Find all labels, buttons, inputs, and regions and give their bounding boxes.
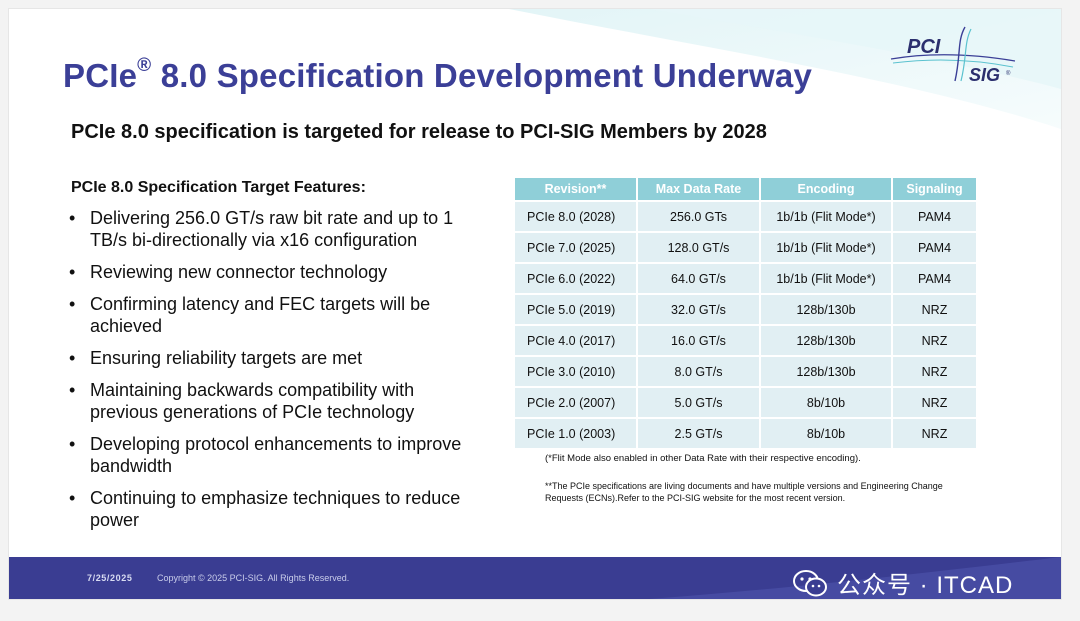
- footer-date: 7/25/2025: [87, 573, 133, 583]
- cell-revision: PCIe 4.0 (2017): [513, 324, 638, 357]
- header-revision: Revision**: [513, 176, 638, 202]
- table-row: PCIe 8.0 (2028) 256.0 GTs 1b/1b (Flit Mo…: [513, 200, 978, 233]
- slide: PCIe® 8.0 Specification Development Unde…: [9, 9, 1061, 599]
- feature-item: • Delivering 256.0 GT/s raw bit rate and …: [65, 207, 485, 251]
- cell-encoding: 8b/10b: [759, 386, 893, 419]
- footer-copyright: Copyright © 2025 PCI-SIG. All Rights Res…: [157, 573, 350, 583]
- cell-data-rate: 5.0 GT/s: [636, 386, 761, 419]
- cell-signaling: NRZ: [891, 386, 978, 419]
- cell-signaling: NRZ: [891, 355, 978, 388]
- slide-title: PCIe® 8.0 Specification Development Unde…: [63, 55, 813, 95]
- bullet-dot: •: [69, 262, 76, 282]
- cell-data-rate: 2.5 GT/s: [636, 417, 761, 450]
- bullet-dot: •: [69, 294, 76, 314]
- cell-data-rate: 256.0 GTs: [636, 200, 761, 233]
- cell-signaling: NRZ: [891, 417, 978, 450]
- watermark-text: 公众号 · ITCAD: [837, 572, 1014, 599]
- table-header-row: Revision** Max Data Rate Encoding Signal…: [513, 176, 978, 202]
- cell-encoding: 8b/10b: [759, 417, 893, 450]
- cell-data-rate: 16.0 GT/s: [636, 324, 761, 357]
- pcie-revision-table: Revision** Max Data Rate Encoding Signal…: [513, 176, 978, 450]
- feature-text: Maintaining backwards compatibility with…: [90, 380, 415, 422]
- logo-pci-text: PCI: [907, 36, 941, 58]
- feature-item: • Developing protocol enhancements to imp…: [65, 433, 485, 477]
- cell-encoding: 1b/1b (Flit Mode*): [759, 200, 893, 233]
- cell-signaling: PAM4: [891, 262, 978, 295]
- bullet-dot: •: [69, 488, 76, 508]
- watermark: 公众号 · ITCAD: [791, 565, 1013, 599]
- table-row: PCIe 3.0 (2010) 8.0 GT/s 128b/130b NRZ: [513, 355, 978, 388]
- cell-data-rate: 64.0 GT/s: [636, 262, 761, 295]
- pci-sig-logo: PCI SIG ®: [890, 26, 1016, 85]
- cell-encoding: 128b/130b: [759, 355, 893, 388]
- cell-encoding: 1b/1b (Flit Mode*): [759, 262, 893, 295]
- logo-sig-text: SIG: [969, 65, 1000, 85]
- feature-text: Continuing to emphasize techniques to re…: [90, 488, 461, 530]
- bullet-dot: •: [69, 380, 76, 400]
- title-registered-mark: ®: [137, 55, 152, 76]
- cell-data-rate: 32.0 GT/s: [636, 293, 761, 326]
- table-row: PCIe 6.0 (2022) 64.0 GT/s 1b/1b (Flit Mo…: [513, 262, 978, 295]
- cell-data-rate: 128.0 GT/s: [636, 231, 761, 264]
- decorative-swoosh: [509, 9, 1061, 129]
- flit-mode-note: (*Flit Mode also enabled in other Data R…: [545, 453, 861, 464]
- title-main: PCIe: [63, 57, 138, 94]
- feature-item: • Continuing to emphasize techniques to r…: [65, 487, 485, 531]
- cell-signaling: PAM4: [891, 231, 978, 264]
- bullet-dot: •: [69, 348, 76, 368]
- cell-revision: PCIe 7.0 (2025): [513, 231, 638, 264]
- bullet-dot: •: [69, 208, 76, 228]
- living-documents-note: **The PCIe specifications are living doc…: [545, 481, 943, 503]
- table-row: PCIe 4.0 (2017) 16.0 GT/s 128b/130b NRZ: [513, 324, 978, 357]
- cell-signaling: PAM4: [891, 200, 978, 233]
- table-row: PCIe 5.0 (2019) 32.0 GT/s 128b/130b NRZ: [513, 293, 978, 326]
- feature-text: Confirming latency and FEC targets will …: [90, 294, 431, 336]
- feature-list: • Delivering 256.0 GT/s raw bit rate and …: [65, 207, 485, 541]
- feature-text: Reviewing new connector technology: [90, 262, 388, 282]
- footer-band: [9, 557, 1061, 599]
- table-row: PCIe 7.0 (2025) 128.0 GT/s 1b/1b (Flit M…: [513, 231, 978, 264]
- header-encoding: Encoding: [759, 176, 893, 202]
- cell-revision: PCIe 3.0 (2010): [513, 355, 638, 388]
- feature-text: Developing protocol enhancements to impr…: [90, 434, 462, 476]
- cell-revision: PCIe 6.0 (2022): [513, 262, 638, 295]
- feature-item: • Confirming latency and FEC targets will…: [65, 293, 485, 337]
- header-max-data-rate: Max Data Rate: [636, 176, 761, 202]
- cell-revision: PCIe 5.0 (2019): [513, 293, 638, 326]
- cell-encoding: 1b/1b (Flit Mode*): [759, 231, 893, 264]
- slide-subtitle: PCIe 8.0 specification is targeted for r…: [71, 121, 767, 143]
- cell-encoding: 128b/130b: [759, 324, 893, 357]
- bullet-dot: •: [69, 434, 76, 454]
- cell-revision: PCIe 1.0 (2003): [513, 417, 638, 450]
- cell-revision: PCIe 8.0 (2028): [513, 200, 638, 233]
- wechat-icon: [793, 569, 827, 596]
- table-row: PCIe 1.0 (2003) 2.5 GT/s 8b/10b NRZ: [513, 417, 978, 450]
- feature-item: • Ensuring reliability targets are met: [65, 347, 485, 369]
- title-rest: 8.0 Specification Development Underway: [151, 57, 813, 94]
- table-row: PCIe 2.0 (2007) 5.0 GT/s 8b/10b NRZ: [513, 386, 978, 419]
- cell-revision: PCIe 2.0 (2007): [513, 386, 638, 419]
- feature-item: • Reviewing new connector technology: [65, 261, 485, 283]
- feature-item: • Maintaining backwards compatibility wit…: [65, 379, 485, 423]
- cell-signaling: NRZ: [891, 293, 978, 326]
- feature-text: Ensuring reliability targets are met: [90, 348, 363, 368]
- cell-signaling: NRZ: [891, 324, 978, 357]
- header-signaling: Signaling: [891, 176, 978, 202]
- cell-encoding: 128b/130b: [759, 293, 893, 326]
- features-heading: PCIe 8.0 Specification Target Features:: [71, 179, 366, 196]
- feature-text: Delivering 256.0 GT/s raw bit rate and u…: [90, 208, 454, 250]
- logo-registered-mark: ®: [1006, 70, 1011, 77]
- cell-data-rate: 8.0 GT/s: [636, 355, 761, 388]
